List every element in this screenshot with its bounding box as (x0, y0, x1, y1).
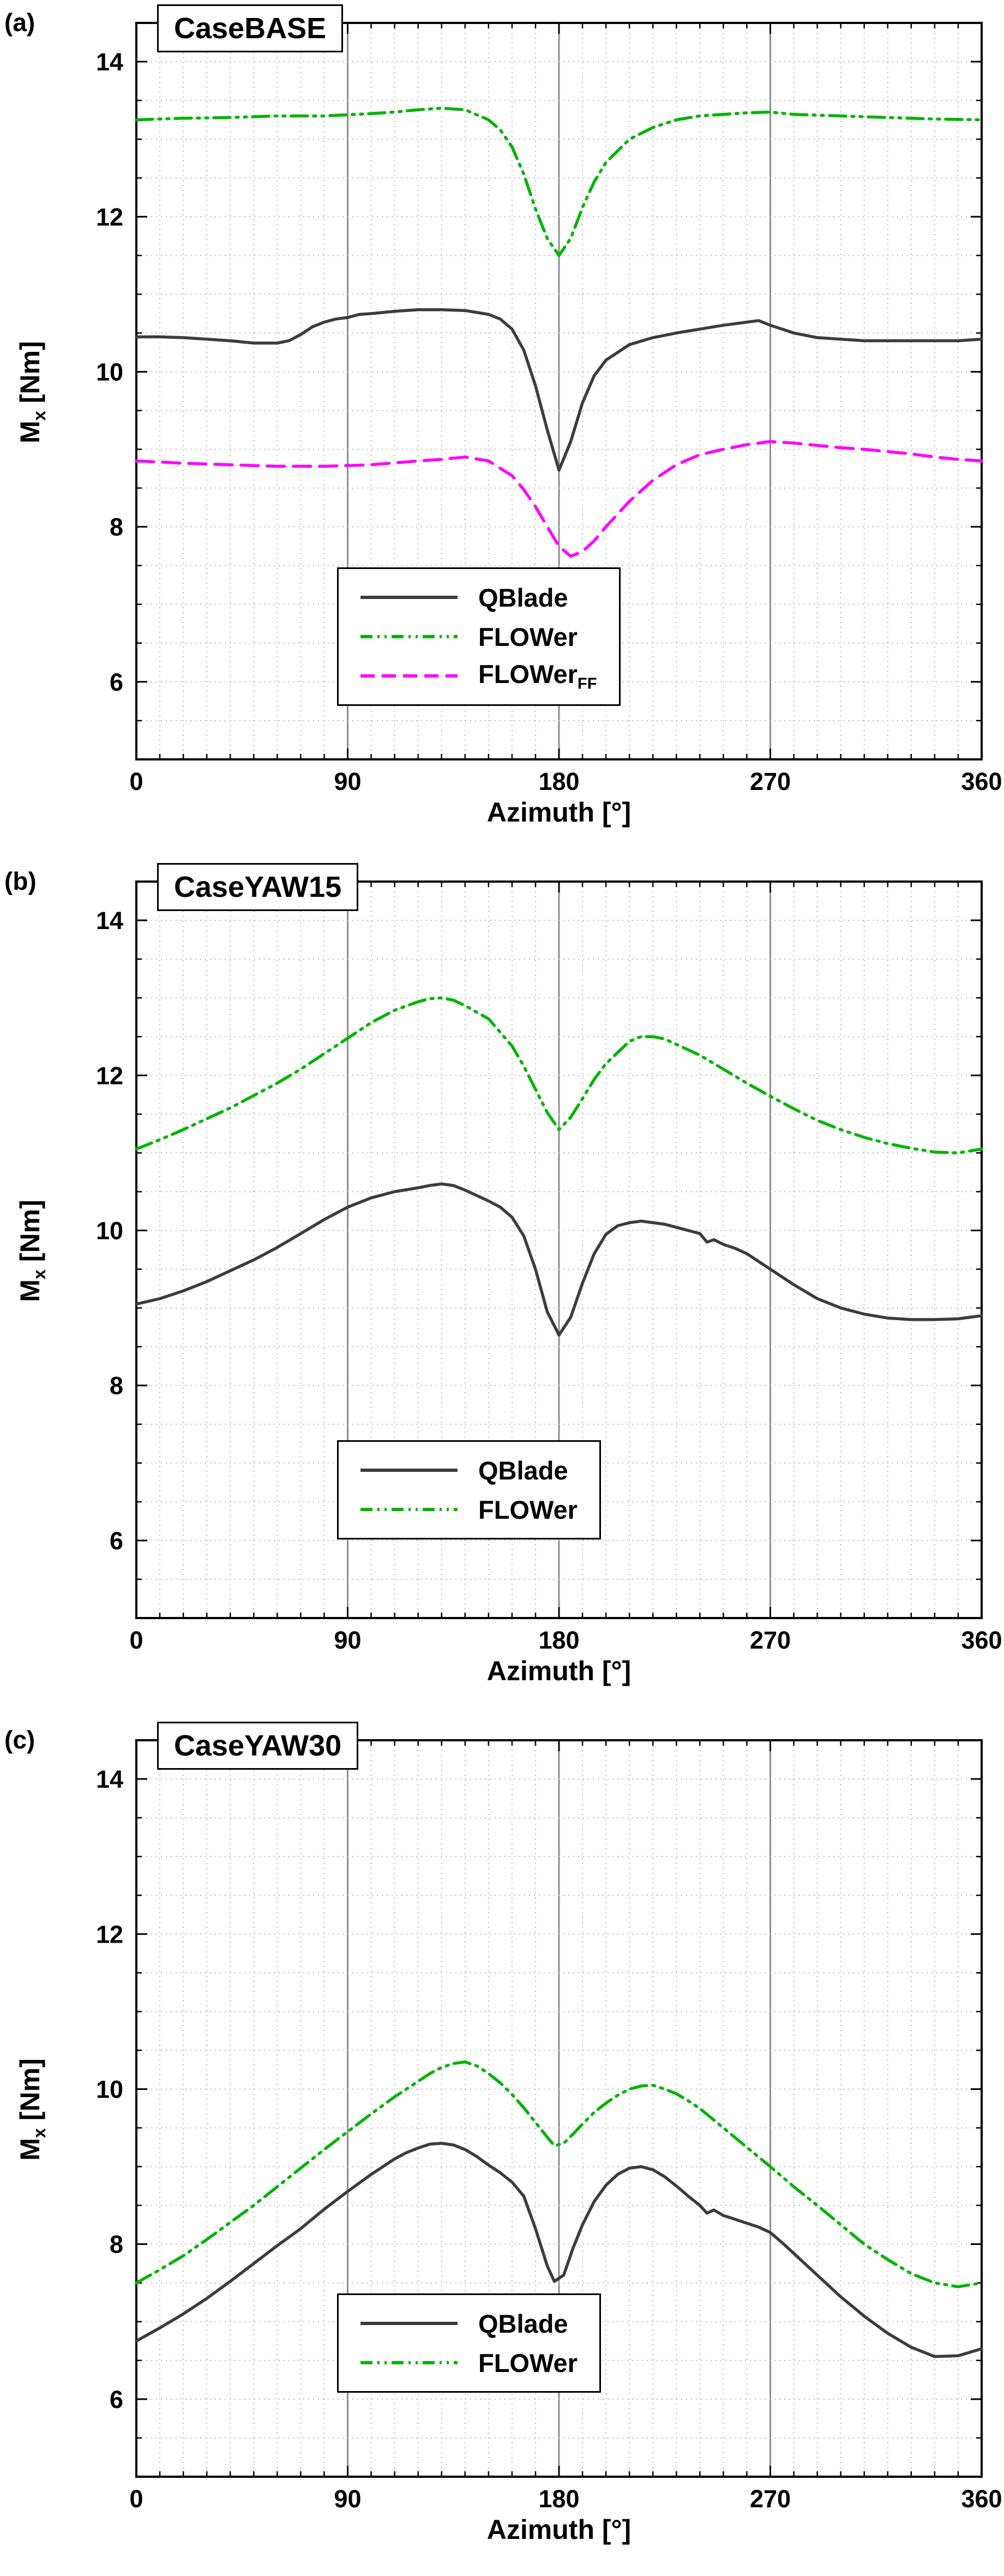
y-axis-label-unit: [Nm] (15, 1200, 45, 1270)
svg-text:270: 270 (750, 2485, 791, 2513)
x-axis-label: Azimuth [°] (486, 797, 632, 828)
panel-label-a: (a) (4, 8, 35, 37)
panel-b: 0 90 180 270 360 6 8 10 12 14 (b) CaseYAW15 Mx [N… (0, 859, 1004, 1717)
legend-label: FLOWer (478, 2348, 578, 2377)
y-axis-label-main: M (15, 1279, 45, 1302)
svg-text:10: 10 (96, 1217, 123, 1244)
svg-text:12: 12 (96, 1062, 123, 1089)
legend-item-qblade: QBlade (357, 2307, 578, 2340)
svg-text:180: 180 (538, 768, 579, 795)
y-axis-label-sub: x (29, 1269, 49, 1280)
legend-item-flower: FLOWer (357, 620, 597, 653)
svg-text:0: 0 (129, 1626, 143, 1654)
legend-line-sample (360, 674, 458, 678)
y-axis-label-unit: [Nm] (15, 341, 45, 411)
svg-text:6: 6 (110, 668, 123, 696)
y-axis-label-unit: [Nm] (15, 2058, 45, 2129)
panel-c: 0 90 180 270 360 6 8 10 12 14 (c) CaseYAW30 Mx [N… (0, 1717, 1004, 2576)
panel-label-c: (c) (4, 1726, 35, 1754)
svg-text:14: 14 (96, 1765, 123, 1793)
svg-text:14: 14 (96, 907, 123, 934)
legend-label: QBlade (478, 1455, 568, 1485)
svg-text:6: 6 (110, 2386, 123, 2413)
y-axis-label: Mx [Nm] (14, 229, 49, 556)
svg-text:12: 12 (96, 1920, 123, 1948)
y-axis-label: Mx [Nm] (14, 1946, 49, 2273)
svg-text:10: 10 (96, 358, 123, 386)
legend-item-qblade: QBlade (357, 581, 597, 614)
panel-a: 0 90 180 270 360 6 8 10 12 14 (a) CaseBASE Mx [Nm… (0, 0, 1004, 859)
legend-line-sample (360, 635, 458, 638)
legend-label: FLOWerFF (478, 659, 597, 693)
x-axis-label: Azimuth [°] (486, 2514, 632, 2545)
svg-text:90: 90 (334, 768, 361, 795)
svg-text:8: 8 (110, 1372, 123, 1400)
svg-text:0: 0 (129, 2485, 143, 2513)
chart-title-a: CaseBASE (157, 4, 344, 52)
chart-c: 0 90 180 270 360 6 8 10 12 14 (96, 1739, 1002, 2513)
y-axis-label-sub: x (29, 411, 49, 421)
svg-text:14: 14 (96, 48, 123, 76)
svg-text:360: 360 (961, 1626, 1002, 1654)
legend-line-sample (360, 2361, 458, 2364)
svg-text:270: 270 (750, 768, 791, 795)
legend-label: QBlade (478, 2309, 568, 2338)
svg-text:8: 8 (110, 513, 123, 541)
svg-text:8: 8 (110, 2231, 123, 2259)
svg-text:10: 10 (96, 2075, 123, 2103)
chart-a: 0 90 180 270 360 6 8 10 12 14 (96, 22, 1002, 795)
legend-line-sample (360, 2322, 458, 2325)
svg-text:360: 360 (961, 2485, 1002, 2513)
panel-label-b: (b) (4, 867, 37, 895)
legend-item-qblade: QBlade (357, 1454, 578, 1487)
chart-title-c: CaseYAW30 (157, 1722, 359, 1770)
legend-line-sample (360, 1508, 458, 1511)
legend-label: QBlade (478, 583, 568, 612)
chart-b: 0 90 180 270 360 6 8 10 12 14 (96, 880, 1002, 1654)
svg-text:12: 12 (96, 203, 123, 231)
legend-line-sample (360, 596, 458, 599)
legend-a: QBlade FLOWer FLOWerFF (337, 567, 621, 706)
legend-c: QBlade FLOWer (337, 2293, 601, 2393)
svg-text:180: 180 (538, 1626, 579, 1654)
x-axis-label: Azimuth [°] (486, 1656, 632, 1686)
svg-text:180: 180 (538, 2485, 579, 2513)
y-axis-label: Mx [Nm] (14, 1087, 49, 1415)
y-axis-label-main: M (15, 421, 45, 444)
legend-label: FLOWer (478, 1495, 578, 1524)
legend-item-flower: FLOWer (357, 1493, 578, 1526)
legend-label: FLOWer (478, 622, 578, 651)
legend-b: QBlade FLOWer (337, 1440, 601, 1539)
chart-title-b: CaseYAW15 (157, 863, 359, 911)
svg-text:6: 6 (110, 1527, 123, 1555)
y-axis-label-main: M (15, 2138, 45, 2161)
y-axis-label-sub: x (29, 2128, 49, 2138)
svg-text:270: 270 (750, 1626, 791, 1654)
legend-line-sample (360, 1469, 458, 1472)
svg-text:0: 0 (129, 768, 143, 795)
svg-text:360: 360 (961, 768, 1002, 795)
svg-text:90: 90 (334, 1626, 361, 1654)
legend-item-flower: FLOWer (357, 2346, 578, 2379)
svg-text:90: 90 (334, 2485, 361, 2513)
legend-item-flower-ff: FLOWerFF (357, 660, 597, 692)
